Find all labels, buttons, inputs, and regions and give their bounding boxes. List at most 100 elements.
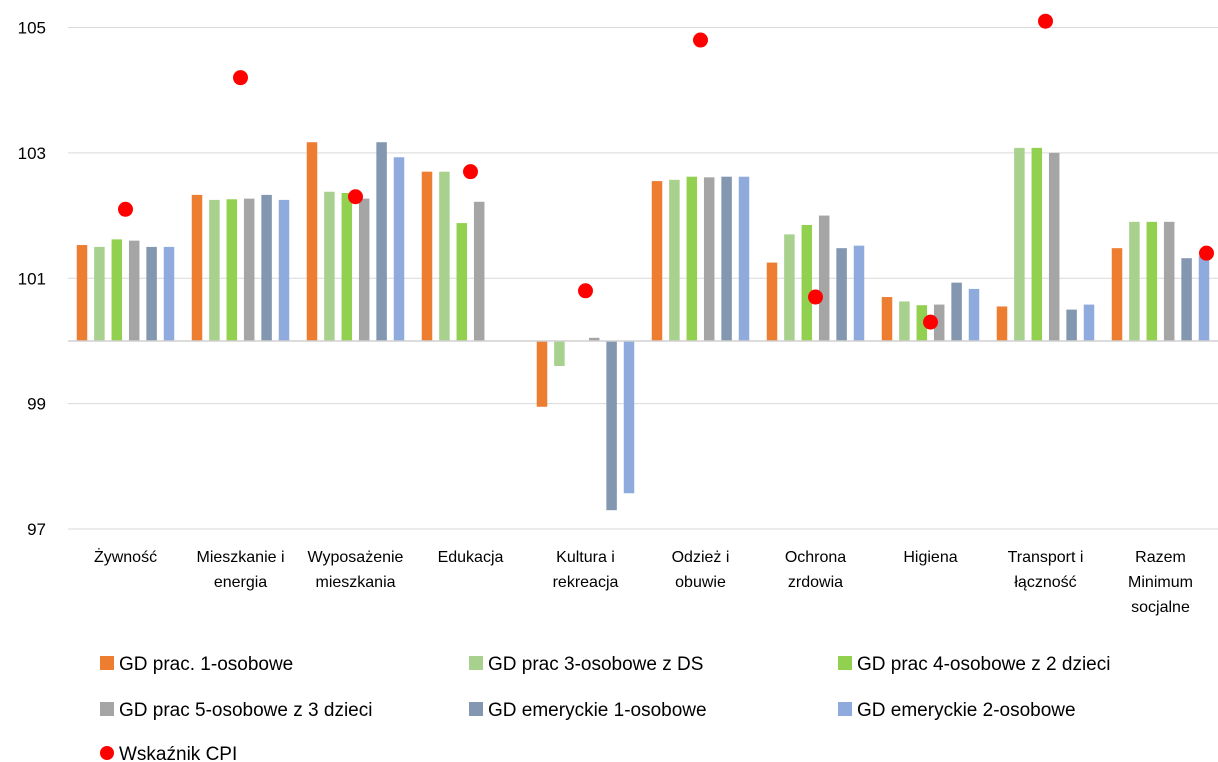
category-label: Razem [1135,549,1186,566]
bar-s3-c1 [243,198,255,341]
cpi-marker-7 [923,314,938,330]
bar-s0-c9 [1111,248,1123,341]
legend-swatch [838,702,852,716]
bar-s0-c5 [651,181,663,341]
bar-s5-c0 [163,246,175,341]
category-label: mieszkania [315,574,395,591]
bar-s4-c6 [836,248,847,341]
bar-s1-c8 [1014,147,1025,341]
cpi-marker-4 [578,283,593,299]
cpi-markers [118,13,1214,330]
y-tick-label: 103 [18,144,46,163]
bar-s0-c7 [881,297,893,341]
bar-s1-c1 [209,199,220,341]
legend-label: GD prac 4-osobowe z 2 dzieci [857,654,1110,675]
category-label: Minimum [1128,574,1193,591]
bar-s5-c4 [623,340,635,494]
legend-label: GD emeryckie 2-osobowe [857,700,1076,721]
y-tick-label: 99 [27,395,46,414]
bar-s3-c9 [1163,221,1175,341]
category-label: Wyposażenie [308,549,404,566]
y-tick-label: 97 [27,520,46,539]
bar-s5-c9 [1198,256,1210,341]
cpi-marker-8 [1038,13,1053,29]
bar-s2-c7 [916,305,928,341]
bar-s1-c6 [784,234,795,341]
category-label: łączność [1014,574,1076,591]
bar-s2-c1 [226,199,238,341]
cpi-marker-0 [118,201,133,217]
bar-s2-c8 [1031,147,1043,341]
bar-s5-c7 [968,288,980,341]
category-label: energia [214,574,267,591]
bar-s0-c4 [536,340,548,407]
category-label: Ochrona [785,549,846,566]
bar-s0-c8 [996,306,1008,341]
category-label: Higiena [903,549,957,566]
legend-marker-cpi [100,746,114,760]
bar-s4-c4 [606,340,617,511]
bar-s1-c9 [1129,221,1140,341]
y-axis-ticks: 97 99 101 103 105 [18,19,46,540]
bar-s0-c1 [191,194,203,341]
bar-s4-c8 [1066,309,1077,341]
bar-s0-c3 [421,171,433,341]
legend-swatch [469,702,483,716]
bar-s2-c6 [801,224,813,341]
bar-s5-c2 [393,157,405,341]
cpi-marker-2 [348,189,363,205]
legend-swatch [838,656,852,670]
legend-swatch [100,702,114,716]
category-label: Mieszkanie i [196,549,284,566]
bar-s3-c4 [588,337,600,341]
category-label: Żywność [94,547,157,566]
bar-s2-c3 [456,223,468,341]
legend-label: GD prac 3-osobowe z DS [488,654,703,675]
bar-s4-c2 [376,142,387,341]
bar-s1-c5 [669,179,680,341]
bar-s2-c0 [111,239,123,341]
gridlines [68,27,1218,530]
legend-label: GD prac. 1-osobowe [119,654,293,675]
bar-s3-c2 [358,198,370,341]
bar-s5-c1 [278,199,290,341]
bar-s3-c0 [128,240,140,341]
bar-s3-c8 [1048,152,1060,341]
bar-s5-c8 [1083,304,1095,341]
bar-s3-c6 [818,215,830,341]
bar-s1-c7 [899,301,910,341]
bar-s1-c0 [94,246,105,341]
category-label: Transport i [1008,549,1084,566]
bars [76,142,1210,511]
legend-swatch [469,656,483,670]
category-labels: Żywność Mieszkanie i energia Wyposażenie mie… [94,547,1193,616]
bar-s5-c6 [853,245,865,341]
bar-s0-c2 [306,142,318,341]
bar-s2-c9 [1146,221,1158,341]
bar-s4-c5 [721,176,732,341]
bar-s2-c2 [341,192,353,341]
cpi-marker-6 [808,289,823,305]
cpi-marker-3 [463,164,478,180]
bar-s0-c6 [766,262,778,341]
cpi-marker-9 [1199,245,1214,261]
bar-s1-c3 [439,171,450,341]
y-tick-label: 101 [18,269,46,288]
y-tick-label: 105 [18,19,46,38]
legend-label: Wskaźnik CPI [119,744,237,762]
category-label: obuwie [675,574,726,591]
bar-s4-c7 [951,282,962,341]
bar-s3-c5 [703,177,715,341]
category-label: Kultura i [556,549,615,566]
bar-s0-c0 [76,245,88,341]
cpi-marker-1 [233,70,248,86]
bar-s2-c5 [686,176,698,341]
category-label: Edukacja [438,549,504,566]
legend-swatch [100,656,114,670]
category-label: rekreacja [553,574,619,591]
category-label: Odzież i [672,549,730,566]
bar-s4-c0 [146,246,157,341]
bar-s4-c1 [261,194,272,341]
